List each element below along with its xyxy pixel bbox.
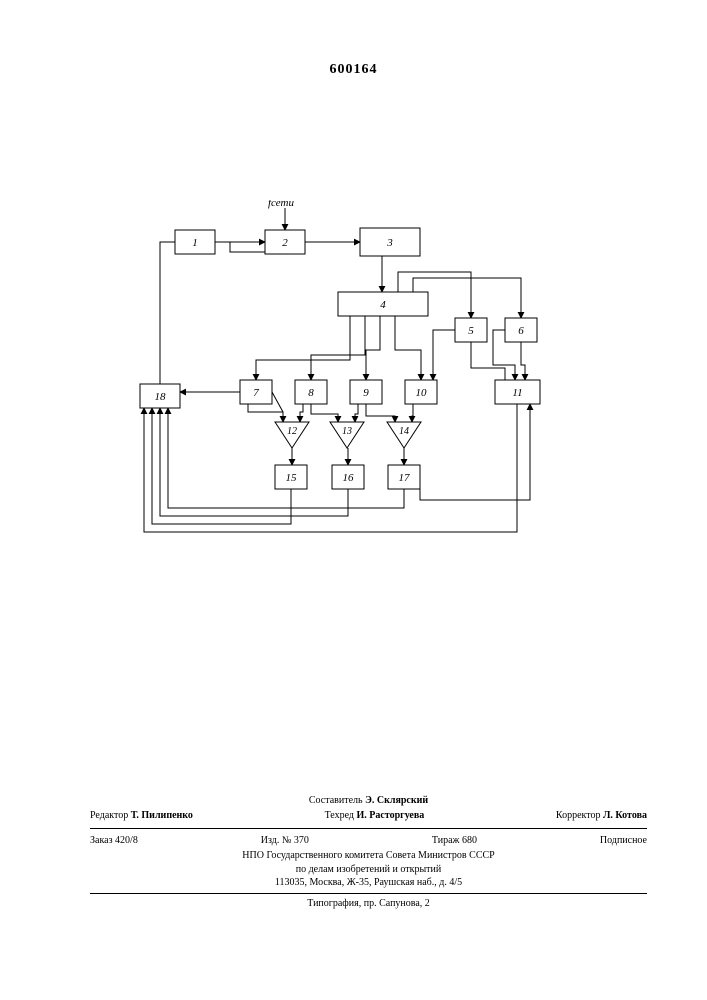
typography-line: Типография, пр. Сапунова, 2 — [90, 897, 647, 911]
block-diagram: fсети123456789101112131415161718 — [100, 200, 600, 560]
inst-line1: НПО Государственного комитета Совета Мин… — [90, 849, 647, 863]
footer-block: Составитель Э. Склярский Редактор Т. Пил… — [90, 788, 647, 911]
svg-text:7: 7 — [253, 387, 259, 399]
editors-row: Редактор Т. Пилипенко Техред И. Расторгу… — [90, 807, 647, 825]
svg-text:15: 15 — [286, 472, 298, 484]
svg-text:4: 4 — [380, 299, 386, 311]
svg-text:2: 2 — [282, 237, 288, 249]
techred-label: Техред — [325, 810, 354, 821]
techred-name: И. Расторгуева — [357, 810, 425, 821]
svg-text:11: 11 — [512, 387, 522, 399]
compiler-name: Э. Склярский — [365, 795, 428, 806]
svg-text:18: 18 — [155, 391, 167, 403]
print-row: Заказ 420/8 Изд. № 370 Тираж 680 Подписн… — [90, 832, 647, 850]
techred: Техред И. Расторгуева — [325, 809, 425, 823]
institution: НПО Государственного комитета Совета Мин… — [90, 849, 647, 890]
tirazh: Тираж 680 — [432, 834, 477, 848]
compiler-label: Составитель — [309, 795, 363, 806]
patent-number: 600164 — [0, 62, 707, 78]
corrector-label: Корректор — [556, 810, 601, 821]
podpisnoe: Подписное — [600, 834, 647, 848]
svg-text:16: 16 — [343, 472, 355, 484]
izd-no: Изд. № 370 — [261, 834, 309, 848]
corrector-name: Л. Котова — [603, 810, 647, 821]
svg-text:9: 9 — [363, 387, 369, 399]
rule-2 — [90, 893, 647, 894]
inst-line3: 113035, Москва, Ж-35, Раушская наб., д. … — [90, 876, 647, 890]
rule-1 — [90, 828, 647, 829]
inst-line2: по делам изобретений и открытий — [90, 863, 647, 877]
corrector: Корректор Л. Котова — [556, 809, 647, 823]
svg-text:12: 12 — [287, 426, 297, 437]
svg-text:8: 8 — [308, 387, 314, 399]
order-no: Заказ 420/8 — [90, 834, 138, 848]
svg-text:6: 6 — [518, 325, 524, 337]
svg-text:14: 14 — [399, 426, 409, 437]
svg-text:1: 1 — [192, 237, 198, 249]
page: 600164 fсети123456789101112131415161718 … — [0, 0, 707, 1000]
svg-text:17: 17 — [399, 472, 411, 484]
editor: Редактор Т. Пилипенко — [90, 809, 193, 823]
svg-text:3: 3 — [386, 237, 393, 249]
svg-text:5: 5 — [468, 325, 474, 337]
svg-text:fсети: fсети — [268, 200, 294, 209]
editor-name: Т. Пилипенко — [131, 810, 193, 821]
svg-text:10: 10 — [416, 387, 428, 399]
editor-label: Редактор — [90, 810, 128, 821]
svg-text:13: 13 — [342, 426, 352, 437]
compiler-line: Составитель Э. Склярский — [90, 794, 647, 808]
